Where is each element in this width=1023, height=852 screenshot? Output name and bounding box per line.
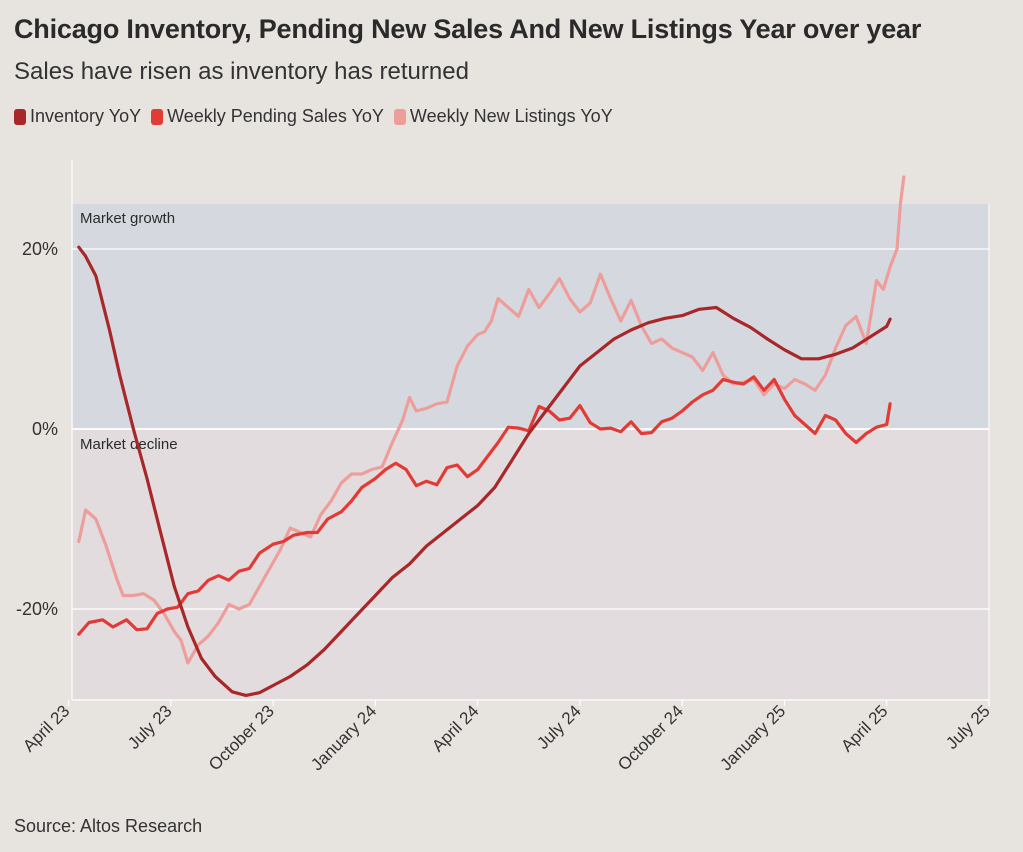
legend-swatch-inventory (14, 108, 26, 125)
region-market-growth (72, 204, 989, 429)
y-tick-label: 0% (32, 419, 58, 439)
y-axis-labels: 20% 0% -20% (16, 239, 58, 619)
y-tick-label: 20% (22, 239, 58, 259)
x-tick-label: January 25 (716, 701, 789, 774)
region-label-market-growth: Market growth (80, 210, 175, 227)
x-tick-label: October 24 (614, 701, 687, 774)
x-tick-label: April 25 (837, 701, 891, 755)
x-tick-label: January 24 (307, 701, 380, 774)
x-tick-label: July 24 (533, 701, 585, 753)
series-line-weekly-new-listings-yoy (77, 175, 906, 665)
region-labels: Market growth Market decline (80, 210, 178, 453)
x-tick-label: July 23 (124, 701, 176, 753)
chart-title: Chicago Inventory, Pending New Sales And… (14, 14, 922, 44)
legend-label-new-listings: Weekly New Listings YoY (409, 106, 613, 126)
region-market-decline (72, 429, 989, 699)
x-tick-label: April 23 (19, 701, 73, 755)
chart-background (72, 204, 989, 699)
x-axis-labels: April 23 July 23 October 23 January 24 April… (19, 701, 994, 774)
chart-source: Source: Altos Research (14, 816, 203, 836)
legend-item-pending-sales: Weekly Pending Sales YoY (151, 106, 384, 127)
series-line-inventory-yoy (77, 245, 892, 697)
chart-gridlines (67, 160, 990, 706)
chart-series (77, 175, 906, 697)
region-label-market-decline: Market decline (80, 436, 178, 453)
x-tick-label: July 25 (942, 701, 994, 753)
x-tick-label: October 23 (205, 701, 278, 774)
series-line-weekly-pending-sales-yoy (77, 375, 892, 636)
chart-subtitle: Sales have risen as inventory has return… (14, 58, 469, 85)
chart-legend: Inventory YoY Weekly Pending Sales YoY W… (14, 106, 613, 127)
legend-item-inventory: Inventory YoY (14, 106, 141, 127)
y-tick-label: -20% (16, 599, 58, 619)
x-tick-label: April 24 (428, 701, 482, 755)
legend-label-pending-sales: Weekly Pending Sales YoY (167, 106, 384, 126)
legend-item-new-listings: Weekly New Listings YoY (393, 106, 613, 127)
legend-swatch-new-listings (393, 108, 406, 125)
legend-label-inventory: Inventory YoY (30, 106, 142, 126)
legend-swatch-pending-sales (151, 108, 164, 125)
